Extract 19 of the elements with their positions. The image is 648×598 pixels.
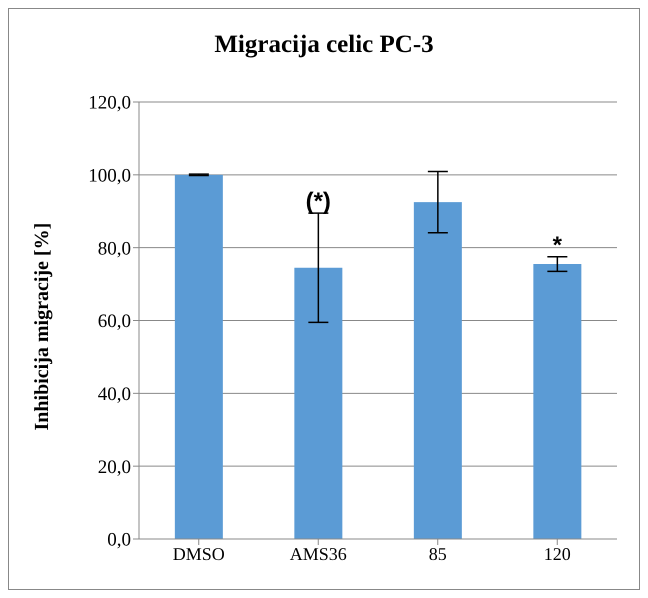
y-tick-label: 0,0 xyxy=(107,530,131,551)
bar xyxy=(533,264,582,539)
y-tick-label: 120,0 xyxy=(88,92,131,114)
y-tick-label: 20,0 xyxy=(98,456,131,478)
x-tick-label: DMSO xyxy=(172,544,225,564)
chart-title: Migracija celic PC-3 xyxy=(213,31,435,59)
x-tick-label: AMS36 xyxy=(290,544,347,564)
y-tick-label: 60,0 xyxy=(98,311,131,332)
y-tick-label: 100,0 xyxy=(88,166,131,187)
annotation: (*) xyxy=(306,188,331,216)
annotation: * xyxy=(552,232,563,259)
y-tick-label: 40,0 xyxy=(98,384,131,406)
x-tick-label: 85 xyxy=(428,544,447,564)
bar xyxy=(414,202,462,539)
y-axis-title: Inhibicija migracije [%] xyxy=(31,222,54,430)
x-tick-label: 120 xyxy=(544,544,571,564)
bar xyxy=(174,174,223,539)
bar xyxy=(294,268,342,539)
y-tick-label: 80,0 xyxy=(98,238,131,260)
